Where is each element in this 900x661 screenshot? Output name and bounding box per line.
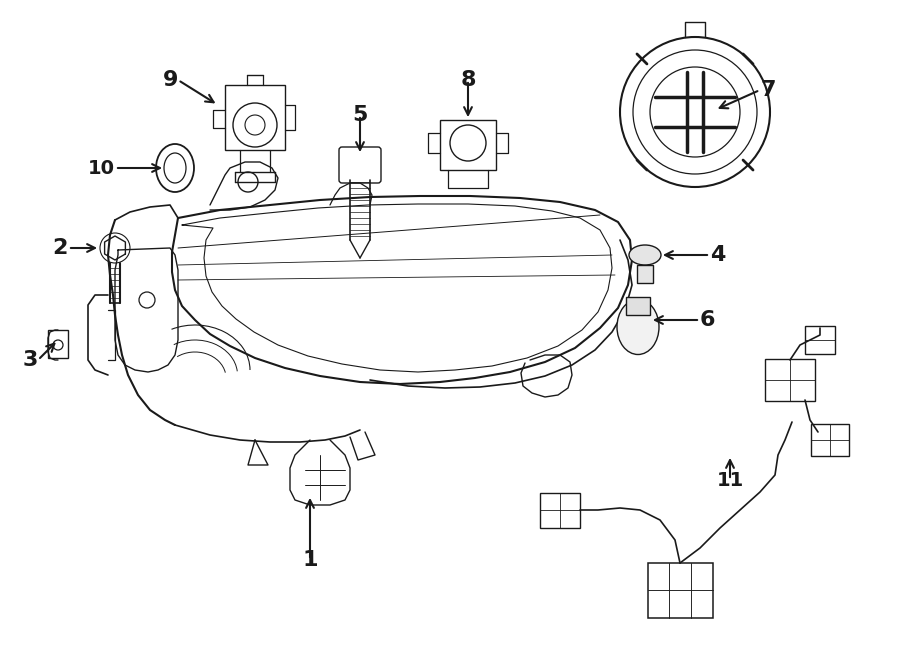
Bar [225, 85, 285, 150]
Text: 10: 10 [88, 159, 115, 178]
Text: 1: 1 [302, 550, 318, 570]
Ellipse shape [629, 245, 661, 265]
Bar [811, 424, 849, 456]
Text: 11: 11 [716, 471, 743, 490]
Text: 3: 3 [22, 350, 38, 370]
Text: 4: 4 [710, 245, 725, 265]
Text: 2: 2 [52, 238, 68, 258]
Bar [805, 326, 835, 354]
Bar [48, 330, 68, 358]
Bar [647, 563, 713, 617]
Text: 8: 8 [460, 70, 476, 90]
Bar [637, 265, 653, 283]
Bar [440, 120, 496, 170]
Text: 6: 6 [700, 310, 716, 330]
Text: 7: 7 [760, 80, 776, 100]
Bar [765, 359, 815, 401]
Ellipse shape [617, 299, 659, 354]
Bar [626, 297, 650, 315]
Text: 9: 9 [163, 70, 178, 90]
Bar [540, 492, 580, 527]
Text: 5: 5 [352, 105, 368, 125]
